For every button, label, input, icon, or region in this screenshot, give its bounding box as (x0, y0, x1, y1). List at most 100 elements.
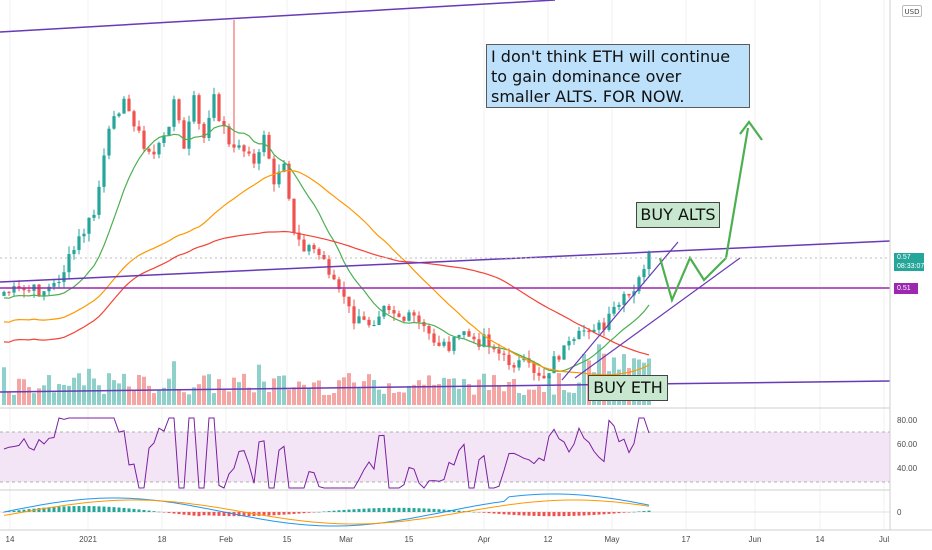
level-price-tag: 0.51 (894, 283, 918, 294)
candle-body (27, 290, 31, 292)
macd-histogram-bar (47, 507, 51, 512)
macd-histogram-bar (542, 512, 546, 517)
macd-histogram-bar (192, 512, 196, 516)
volume-bar (467, 384, 471, 405)
candle-body (17, 286, 21, 288)
macd-histogram-bar (562, 512, 566, 517)
candle-body (457, 335, 461, 338)
volume-bar (257, 364, 261, 405)
candle-body (542, 375, 546, 379)
volume-bar (352, 382, 356, 405)
macd-histogram-bar (617, 512, 621, 514)
candle-body (427, 326, 431, 334)
macd-histogram-bar (572, 512, 576, 516)
candle-body (617, 304, 621, 307)
candle-body (587, 330, 591, 333)
volume-bar (527, 389, 531, 405)
candle-body (432, 333, 436, 343)
volume-bar (422, 384, 426, 405)
macd-histogram-bar (247, 512, 251, 517)
rsi-axis-label: 60.00 (897, 440, 918, 449)
channel-lower (574, 257, 741, 379)
candle-body (497, 349, 501, 354)
volume-bar (532, 389, 536, 405)
macd-histogram-bar (17, 510, 21, 512)
volume-bar (237, 382, 241, 405)
macd-histogram-bar (72, 506, 76, 512)
volume-bar (97, 385, 101, 405)
note-line-2: to gain dominance over (491, 67, 682, 86)
macd-histogram-bar (602, 512, 606, 515)
ma-mid-line (3, 169, 650, 376)
candle-body (137, 126, 141, 131)
x-tick-label: Apr (478, 535, 491, 544)
candle-body (272, 158, 276, 185)
macd-histogram-bar (122, 507, 126, 512)
candle-body (582, 330, 586, 332)
candle-body (462, 331, 466, 336)
macd-histogram-bar (552, 512, 556, 517)
note-annotation[interactable]: I don't think ETH will continue to gain … (486, 44, 750, 108)
candle-body (512, 365, 516, 368)
volume-bar (477, 379, 481, 405)
macd-histogram-bar (87, 506, 91, 512)
volume-bar (252, 392, 256, 405)
macd-histogram-bar (472, 511, 476, 513)
macd-histogram-bar (482, 512, 486, 513)
volume-bar (167, 378, 171, 405)
macd-histogram-bar (287, 512, 291, 515)
x-tick-label: 2021 (79, 535, 97, 544)
volume-bar (297, 381, 301, 405)
candle-body (82, 233, 86, 237)
volume-bar (112, 380, 116, 405)
candle-body (232, 144, 236, 148)
candle-body (92, 214, 96, 218)
volume-bar (222, 388, 226, 405)
volume-bar (497, 385, 501, 405)
volume-bar (182, 392, 186, 405)
volume-bar (67, 385, 71, 405)
macd-histogram-bar (502, 512, 506, 515)
candle-body (472, 336, 476, 340)
buy-eth-annotation[interactable]: BUY ETH (588, 375, 668, 401)
macd-histogram-bar (187, 512, 191, 516)
macd-histogram-bar (587, 512, 591, 516)
macd-histogram-bar (582, 512, 586, 516)
macd-histogram-bar (207, 512, 211, 516)
moving-averages (3, 124, 650, 376)
macd-histogram-bar (302, 512, 306, 514)
volume-bar (562, 390, 566, 405)
candle-body (557, 356, 561, 360)
candle-body (67, 254, 71, 273)
macd-histogram-bar (512, 512, 516, 515)
candle-body (142, 130, 146, 149)
volume-bar (132, 389, 136, 405)
volume-bar (552, 394, 556, 405)
note-line-1: I don't think ETH will continue (491, 47, 731, 66)
macd-histogram-bar (422, 508, 426, 512)
candle-body (632, 291, 636, 296)
currency-label[interactable]: USD (902, 5, 922, 17)
macd-histogram-bar (267, 512, 271, 516)
candle-body (412, 312, 416, 316)
buy-alts-annotation[interactable]: BUY ALTS (636, 202, 720, 228)
volume-bar (512, 378, 516, 405)
volume-bar (472, 394, 476, 405)
macd-signal-line (3, 499, 650, 525)
volume-bar (122, 373, 126, 405)
projection-arrowhead (739, 120, 763, 141)
macd-histogram-bar (607, 512, 611, 514)
macd-histogram-bar (497, 512, 501, 514)
macd-histogram-bar (222, 512, 226, 516)
macd-histogram-bar (337, 510, 341, 512)
macd-histogram-bar (102, 506, 106, 512)
volume-bar (302, 384, 306, 405)
candle-body (277, 171, 281, 185)
volume-bar (87, 368, 91, 405)
candle-body (332, 274, 336, 280)
macd-histogram-bar (412, 508, 416, 512)
volume-bar (392, 393, 396, 405)
macd-histogram-bar (342, 509, 346, 512)
candle-body (357, 316, 361, 324)
